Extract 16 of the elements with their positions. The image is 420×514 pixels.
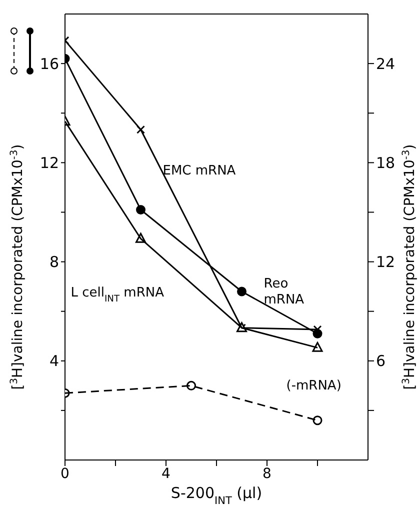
x-axis-title: S-200$_{INT}$ (μl) xyxy=(170,484,262,507)
x-tick-label: 8 xyxy=(262,466,272,482)
series-label: (-mRNA) xyxy=(286,378,342,394)
y2-tick-label: 18 xyxy=(376,154,396,172)
y-tick-label: 16 xyxy=(40,54,59,73)
y-tick-label: 8 xyxy=(49,253,59,272)
x-tick-label: 0 xyxy=(60,466,70,482)
y2-tick-label: 12 xyxy=(376,253,396,272)
series-label: EMC mRNA xyxy=(162,164,236,179)
y-tick-label: 12 xyxy=(40,154,59,172)
y2-tick-label: 24 xyxy=(376,54,396,73)
series-label: Reo mRNA xyxy=(264,276,304,308)
series-label: L cell$_{INT}$ mRNA xyxy=(70,286,164,305)
y2-tick-label: 6 xyxy=(376,352,386,370)
x-tick-label: 4 xyxy=(162,466,171,482)
y-tick-label: 4 xyxy=(49,352,59,370)
